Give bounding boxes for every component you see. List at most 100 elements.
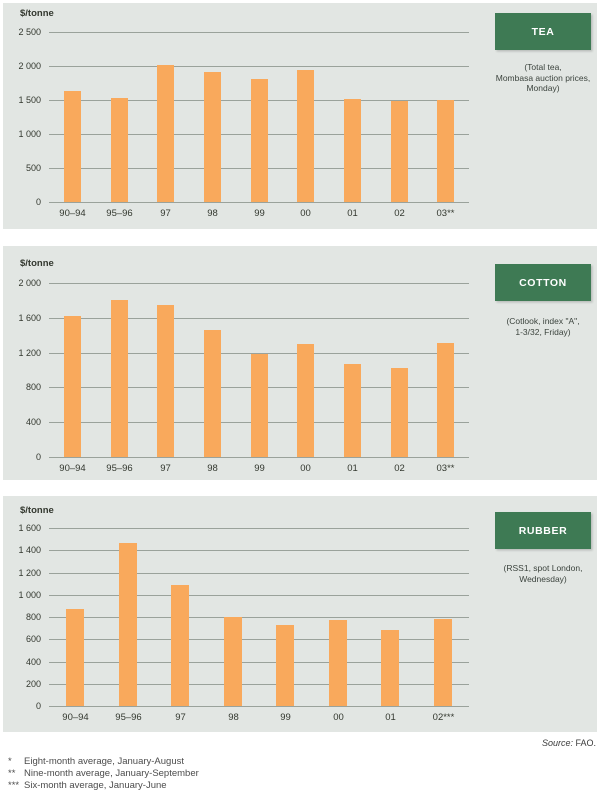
x-tick-label: 97 xyxy=(175,712,186,723)
chart-title: RUBBER xyxy=(518,524,568,537)
bar-97 xyxy=(157,65,174,202)
x-tick-label: 02*** xyxy=(432,712,455,723)
y-tick-label: 1 600 xyxy=(18,523,41,533)
chart-caption: (Total tea, Mombasa auction prices, Monday… xyxy=(475,62,600,94)
y-tick-label: 1 500 xyxy=(18,95,41,105)
chart-caption-line: (Cotlook, index "A", xyxy=(506,316,580,326)
gridline xyxy=(49,528,469,529)
bar-90–94 xyxy=(66,609,84,706)
y-tick-label: 1 200 xyxy=(18,348,41,358)
gridline xyxy=(49,318,469,319)
bar-98 xyxy=(204,330,221,457)
bar-97 xyxy=(171,585,189,706)
cotton-chart-panel: $/tonne 2 000 1 600 1 200 800 400 0 90–94 95–96 9… xyxy=(3,246,597,480)
footnote-row: ** Nine-month average, January-September xyxy=(8,768,199,780)
footnote-text: Eight-month average, January-August xyxy=(24,756,185,767)
bar-00 xyxy=(297,70,314,202)
chart-caption-line: (Total tea, xyxy=(524,62,562,72)
x-tick-label: 99 xyxy=(280,712,291,723)
y-tick-label: 1 400 xyxy=(18,545,41,555)
gridline xyxy=(49,639,469,640)
chart-header-box: TEA xyxy=(495,13,591,50)
bar-01 xyxy=(344,364,361,457)
x-tick-label: 03** xyxy=(436,208,455,219)
bar-95–96 xyxy=(119,543,137,706)
gridline xyxy=(49,573,469,574)
gridline xyxy=(49,550,469,551)
source-note: Source: FAO. xyxy=(542,738,596,748)
x-tick-label: 95–96 xyxy=(106,208,133,219)
bar-97 xyxy=(157,305,174,457)
footnotes: * Eight-month average, January-August ** Ni… xyxy=(8,756,199,792)
x-tick-label: 03** xyxy=(436,463,455,474)
bar-01 xyxy=(381,630,399,706)
y-tick-label: 0 xyxy=(35,701,41,711)
bar-95–96 xyxy=(111,98,128,202)
x-tick-label: 99 xyxy=(254,463,265,474)
chart-title: TEA xyxy=(531,25,555,38)
x-tick-label: 98 xyxy=(207,208,218,219)
y-tick-label: 600 xyxy=(25,634,41,644)
y-tick-label: 2 500 xyxy=(18,27,41,37)
bar-01 xyxy=(344,99,361,202)
x-tick-label: 02 xyxy=(394,208,405,219)
gridline xyxy=(49,595,469,596)
y-axis-unit-label: $/tonne xyxy=(20,8,54,19)
x-tick-label: 98 xyxy=(228,712,239,723)
bar-00 xyxy=(297,344,314,457)
rubber-chart-panel: $/tonne 1 600 1 400 1 200 1 000 800 600 400 200 0… xyxy=(3,496,597,732)
source-value: FAO. xyxy=(575,738,596,748)
y-tick-label: 1 000 xyxy=(18,129,41,139)
x-tick-label: 95–96 xyxy=(106,463,133,474)
y-tick-label: 800 xyxy=(25,612,41,622)
y-tick-label: 0 xyxy=(35,197,41,207)
bar-03** xyxy=(437,100,454,202)
footnote-marker: *** xyxy=(8,780,20,791)
tea-chart-panel: $/tonne 2 500 2 000 1 500 1 000 500 0 90–94 95–9… xyxy=(3,3,597,229)
y-tick-label: 1 000 xyxy=(18,590,41,600)
chart-caption-line: Wednesday) xyxy=(519,573,567,584)
chart-caption-line: Monday) xyxy=(526,83,560,93)
x-tick-label: 99 xyxy=(254,208,265,219)
x-tick-label: 90–94 xyxy=(59,208,86,219)
chart-caption: (Cotlook, index "A", 1-3/32, Friday) xyxy=(475,316,600,337)
bar-95–96 xyxy=(111,300,128,457)
chart-title: COTTON xyxy=(519,276,567,289)
bar-03** xyxy=(437,343,454,457)
x-tick-label: 98 xyxy=(207,463,218,474)
bar-00 xyxy=(329,620,347,706)
y-tick-label: 500 xyxy=(25,163,41,173)
footnote-marker: * xyxy=(8,756,12,767)
bar-90–94 xyxy=(64,316,81,457)
x-tick-label: 01 xyxy=(385,712,396,723)
bar-02*** xyxy=(434,619,452,706)
y-tick-label: 2 000 xyxy=(18,278,41,288)
gridline xyxy=(49,202,469,203)
bar-02 xyxy=(391,368,408,457)
source-label: Source: xyxy=(541,738,573,748)
bar-99 xyxy=(251,354,268,457)
gridline xyxy=(49,32,469,33)
footnote-marker: ** xyxy=(8,768,16,779)
y-tick-label: 1 600 xyxy=(18,313,41,323)
y-tick-label: 2 000 xyxy=(18,61,41,71)
chart-header-box: RUBBER xyxy=(495,512,591,549)
x-tick-label: 01 xyxy=(347,208,358,219)
y-axis-unit-label: $/tonne xyxy=(20,258,54,269)
chart-caption: (RSS1, spot London, Wednesday) xyxy=(475,563,600,584)
gridline xyxy=(49,66,469,67)
y-axis-unit-label: $/tonne xyxy=(20,505,54,516)
x-tick-label: 90–94 xyxy=(59,463,86,474)
x-tick-label: 00 xyxy=(300,463,311,474)
x-tick-label: 97 xyxy=(160,463,171,474)
y-tick-label: 400 xyxy=(25,417,41,427)
y-tick-label: 400 xyxy=(25,657,41,667)
footnote-text: Six-month average, January-June xyxy=(24,780,167,791)
x-tick-label: 00 xyxy=(300,208,311,219)
y-tick-label: 800 xyxy=(25,382,41,392)
gridline xyxy=(49,617,469,618)
y-tick-label: 1 200 xyxy=(18,568,41,578)
x-tick-label: 90–94 xyxy=(62,712,89,723)
bar-99 xyxy=(251,79,268,202)
bar-98 xyxy=(204,72,221,202)
